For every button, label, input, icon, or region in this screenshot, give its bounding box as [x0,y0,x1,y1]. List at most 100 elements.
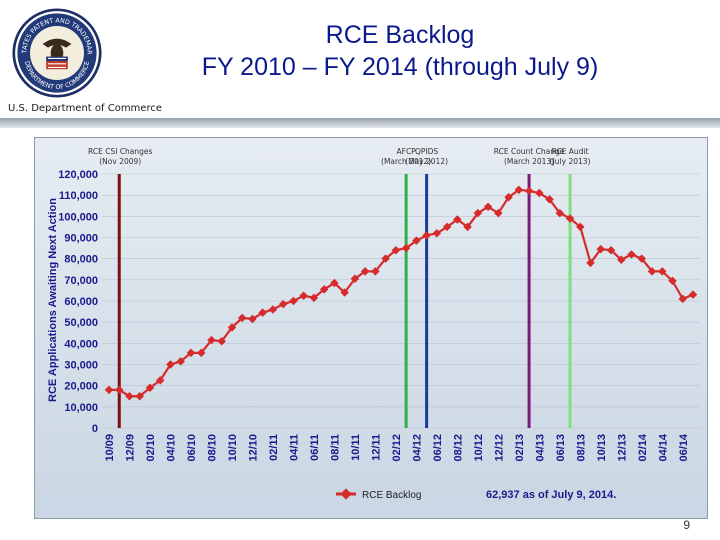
data-point [350,274,360,284]
y-tick-label: 70,000 [64,275,98,287]
data-point [658,267,667,276]
data-point [473,208,483,218]
y-tick-label: 10,000 [64,402,98,414]
data-point [678,294,687,304]
data-point [381,254,390,263]
data-point [391,245,401,255]
y-tick-label: 40,000 [64,338,98,350]
series-line [109,188,694,398]
data-point [145,383,155,393]
data-point [227,323,237,332]
x-tick-label: 12/13 [616,434,628,462]
legend-label: RCE Backlog [362,490,421,501]
data-point [688,290,698,299]
data-point [125,392,134,401]
backlog-annotation: 62,937 as of July 9, 2014. [486,489,616,501]
x-tick-label: 10/11 [350,434,362,461]
data-point [155,376,165,385]
data-point [166,360,175,369]
data-point [135,392,144,401]
y-tick-label: 110,000 [59,190,98,202]
x-tick-label: 02/11 [268,434,280,461]
data-point [453,215,462,224]
data-point [442,222,452,232]
data-point [668,276,677,286]
x-tick-label: 12/10 [247,434,259,462]
data-point [371,267,380,276]
x-tick-label: 10/10 [227,434,239,462]
x-tick-label: 06/14 [678,433,690,461]
event-marker-date: (March 2012) [381,157,431,166]
x-tick-label: 08/11 [329,434,341,461]
header-band [0,118,720,128]
data-point [647,267,657,276]
x-tick-label: 04/13 [534,434,546,462]
data-point [617,255,626,264]
x-tick-label: 08/10 [206,434,218,462]
event-marker-date: (Nov 2009) [99,157,141,166]
y-tick-label: 90,000 [64,233,98,245]
x-tick-label: 04/12 [411,434,423,462]
event-marker-label: QPIDS [415,147,438,156]
page-subtitle: FY 2010 – FY 2014 (through July 9) [201,53,599,81]
chart-panel [34,137,708,519]
data-point [248,314,257,324]
x-tick-label: 10/13 [596,434,608,462]
data-point [289,296,298,306]
event-marker-date: (May 2012) [405,157,448,166]
x-tick-label: 02/14 [637,433,649,461]
event-marker-label: AFCP [397,147,417,156]
event-marker-date: (March 2013) [504,157,554,166]
data-point [196,348,206,358]
event-marker-date: (July 2013) [550,157,591,166]
data-point [504,193,513,202]
y-tick-label: 100,000 [58,211,98,223]
data-point [432,229,442,238]
data-point [586,258,595,268]
data-point [176,357,185,366]
event-marker-label: RCE Count Change [494,147,565,156]
page-title: RCE Backlog [325,21,475,49]
data-point [494,208,503,218]
y-axis-label: RCE Applications Awaiting Next Action [47,198,59,402]
y-tick-label: 80,000 [64,254,98,266]
data-point [309,293,319,303]
data-point [115,385,124,395]
data-point [412,236,421,245]
x-tick-label: 04/14 [657,433,669,461]
data-point [330,278,339,288]
x-tick-label: 12/11 [370,434,382,461]
page-number: 9 [683,518,690,532]
y-tick-label: 20,000 [64,381,98,393]
data-point [104,385,114,395]
data-point [258,308,267,317]
x-tick-label: 06/12 [432,434,444,462]
data-point [340,288,349,297]
data-point [319,285,329,294]
x-tick-label: 10/09 [104,434,116,462]
x-tick-label: 04/11 [288,434,300,461]
data-point [268,305,278,314]
x-tick-label: 10/12 [473,434,485,462]
y-tick-label: 30,000 [64,360,98,372]
data-point [463,222,472,232]
y-tick-label: 60,000 [64,296,98,308]
x-tick-label: 12/09 [124,434,136,462]
y-tick-label: 50,000 [64,317,98,329]
data-point [422,231,431,240]
x-tick-label: 06/11 [309,434,321,461]
x-tick-label: 06/10 [186,434,198,462]
x-tick-label: 12/12 [493,434,505,462]
data-point [483,202,493,212]
x-tick-label: 08/13 [575,434,587,462]
x-tick-label: 02/10 [145,434,157,462]
uspto-seal: UNITED STATES PATENT AND TRADEMARK OFFIC… [12,8,102,98]
data-point [360,267,370,276]
chart-legend: RCE Backlog [336,488,421,501]
data-point [207,335,216,345]
data-point [627,250,636,259]
data-point [524,186,534,196]
data-point [401,243,411,253]
y-tick-label: 0 [92,423,98,435]
